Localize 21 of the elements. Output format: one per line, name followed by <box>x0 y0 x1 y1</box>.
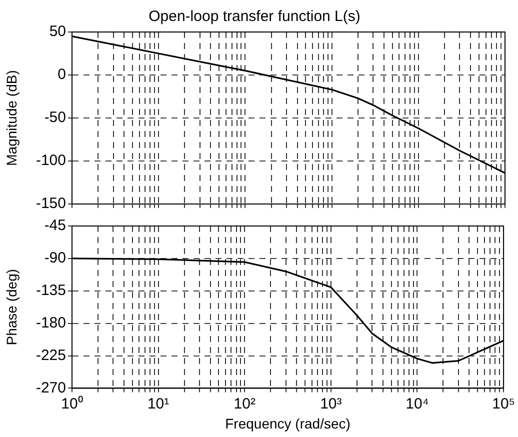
chart-title: Open-loop transfer function L(s) <box>148 8 360 26</box>
x-tick-label: 10⁵ <box>492 395 515 412</box>
y-tick-label: 0 <box>58 66 66 84</box>
y-tick-label: -45 <box>44 217 66 234</box>
y-axis-title: Phase (deg) <box>3 268 20 346</box>
x-tick-label: 10⁰ <box>61 395 83 412</box>
y-tick-label: 50 <box>49 23 66 40</box>
x-tick-label: 10⁴ <box>406 395 429 412</box>
y-tick-label: -180 <box>36 314 66 332</box>
y-axis-title: Magnitude (dB) <box>3 70 20 166</box>
y-tick-label: -270 <box>36 379 66 396</box>
x-tick-label: 10¹ <box>147 395 170 412</box>
x-tick-label: 10² <box>234 395 256 412</box>
y-tick-label: -150 <box>36 195 66 212</box>
y-tick-label: -225 <box>36 346 66 364</box>
y-tick-label: -50 <box>44 109 66 126</box>
x-tick-label: 10³ <box>320 395 342 412</box>
x-axis-title: Frequency (rad/sec) <box>225 415 350 432</box>
y-tick-label: -135 <box>36 282 66 300</box>
y-tick-label: -90 <box>44 250 66 267</box>
y-tick-label: -100 <box>36 152 66 170</box>
